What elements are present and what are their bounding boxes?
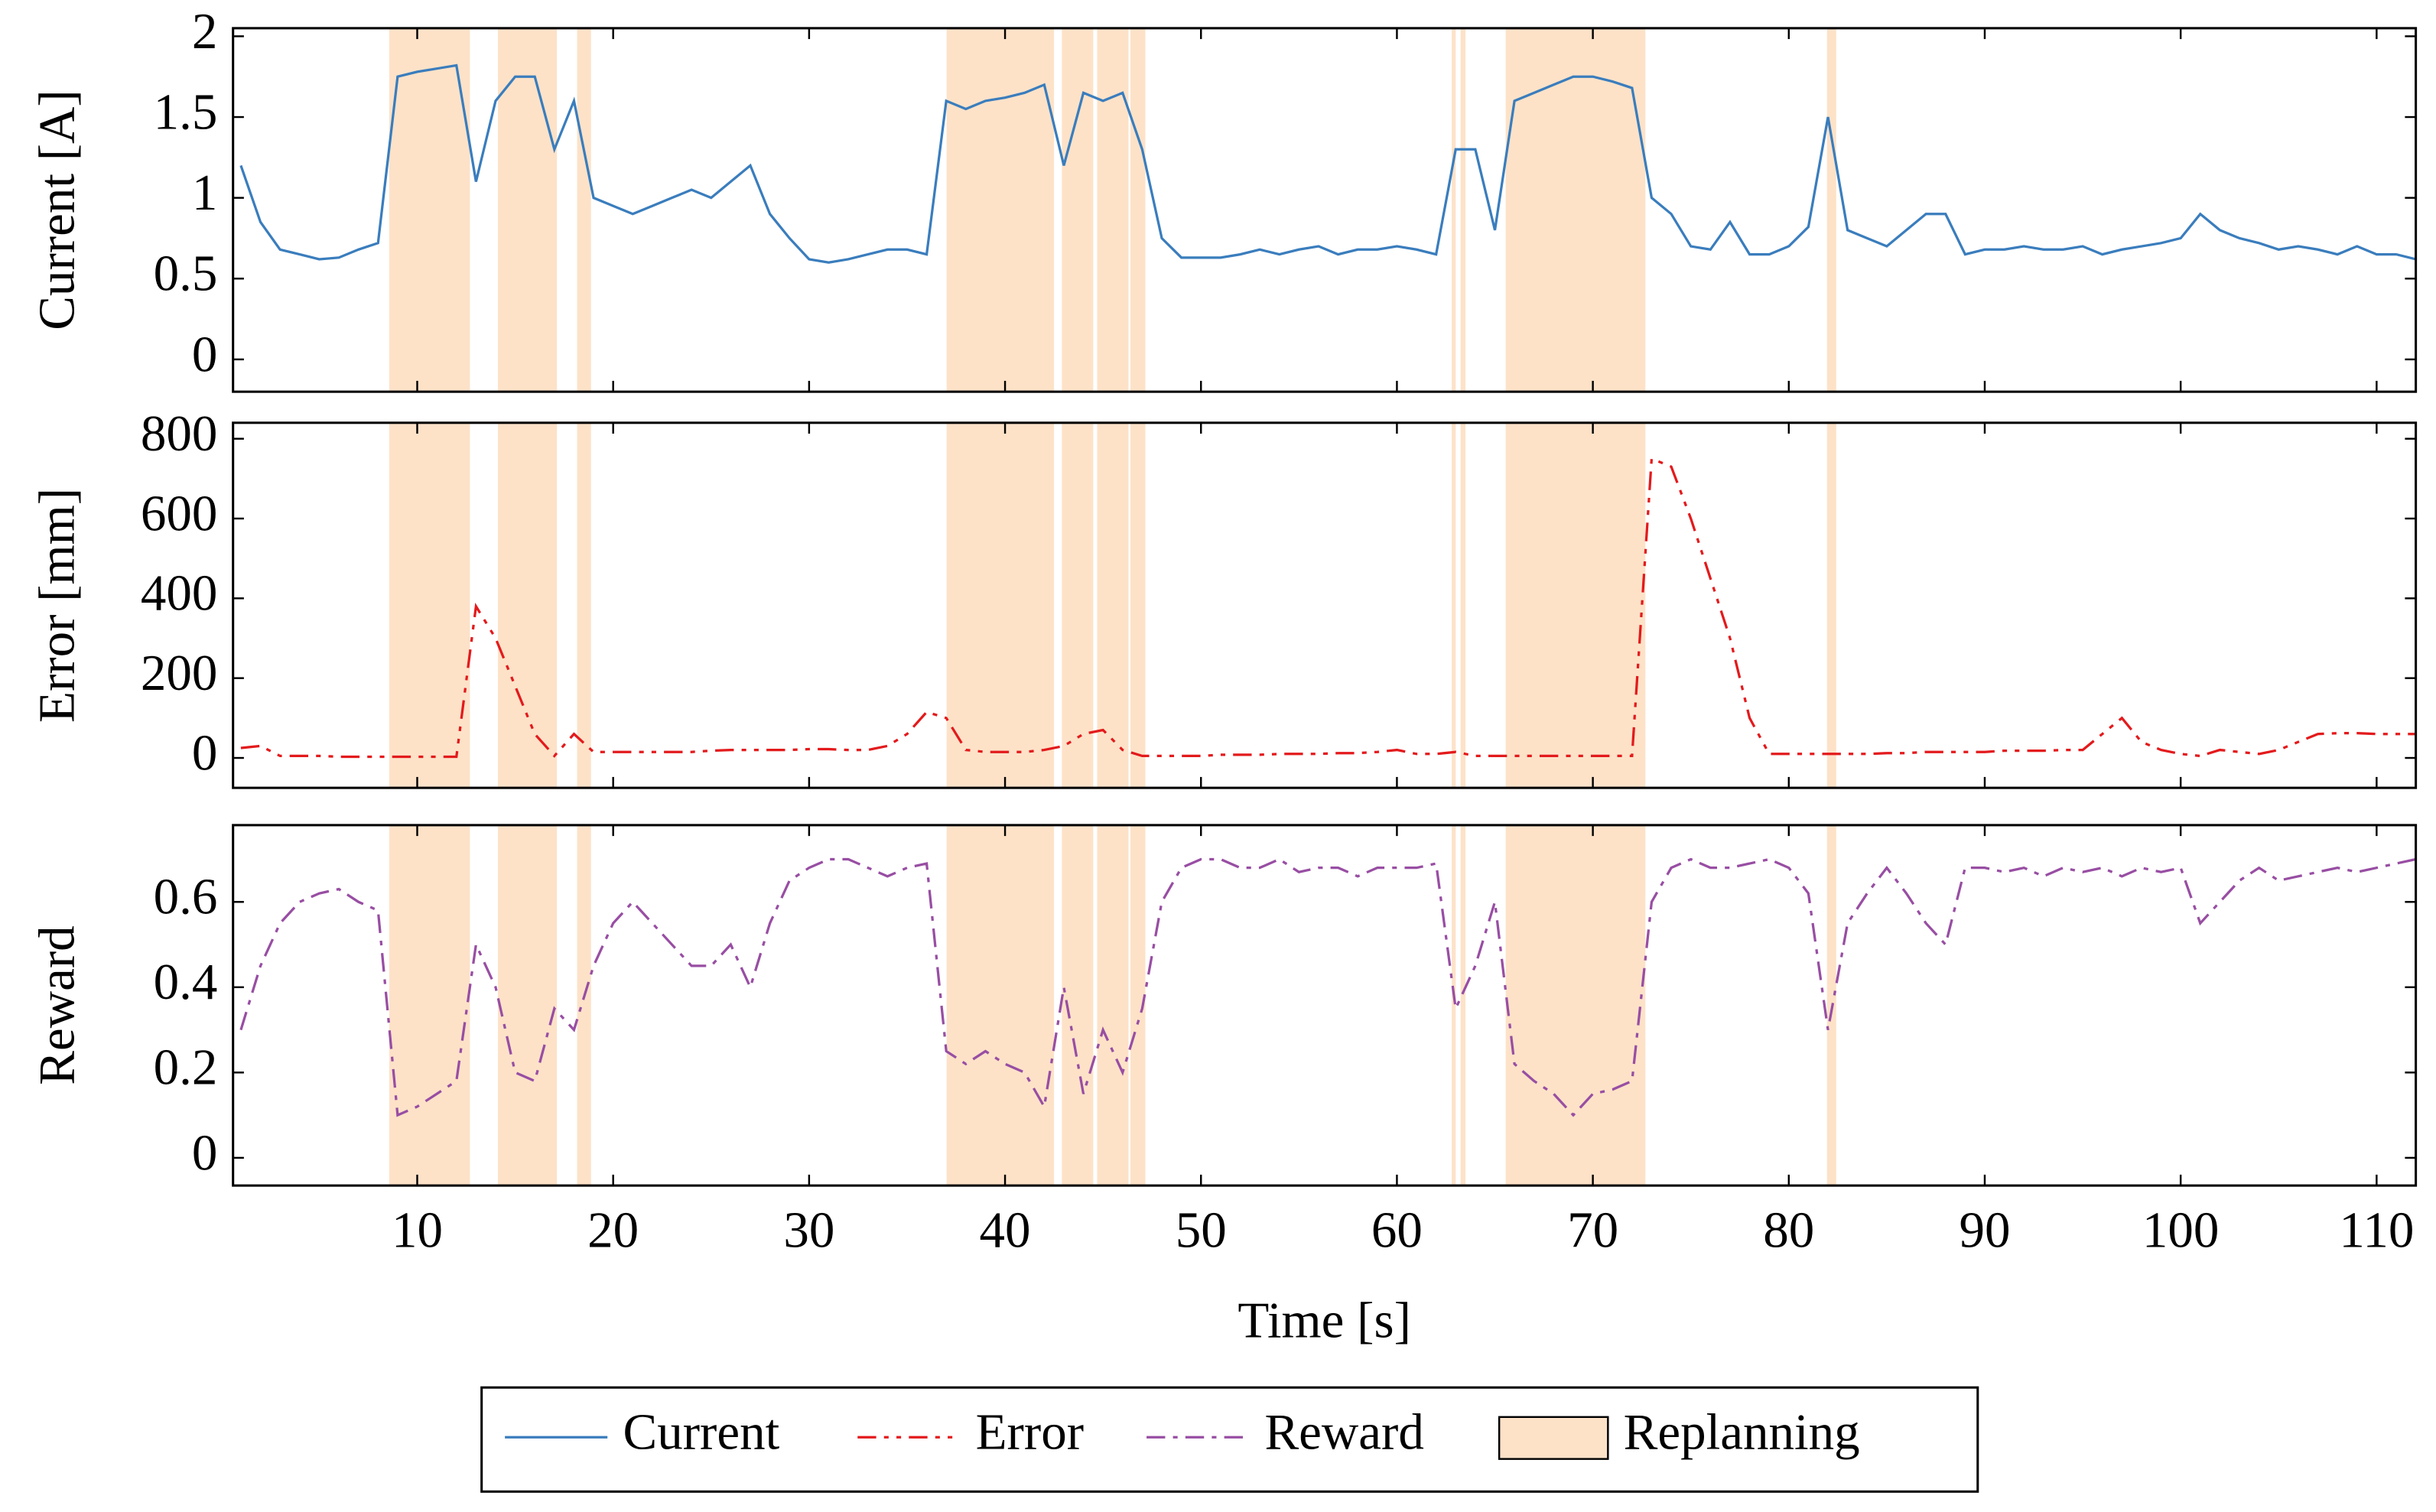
y-tick-label: 0	[192, 326, 218, 382]
x-tick-label: 90	[1959, 1202, 2010, 1259]
y-tick-label: 800	[141, 405, 218, 462]
replanning-region	[1130, 422, 1146, 789]
x-tick-label: 30	[783, 1202, 834, 1259]
y-tick-label: 600	[141, 485, 218, 541]
data-line	[239, 857, 2416, 1117]
replanning-region	[389, 824, 470, 1186]
replanning-region	[1097, 28, 1129, 392]
data-line	[239, 63, 2416, 264]
x-axis-label: Time [s]	[1238, 1292, 1411, 1348]
legend-label: Reward	[1264, 1404, 1423, 1461]
y-tick-label: 400	[141, 565, 218, 622]
y-tick-label: 0.2	[154, 1039, 218, 1096]
replanning-region	[1097, 824, 1129, 1186]
replanning-region	[1505, 422, 1646, 789]
y-tick-label: 1.5	[154, 83, 218, 140]
replanning-region	[1460, 422, 1466, 789]
plot-area	[239, 28, 2416, 392]
replanning-region	[577, 422, 591, 789]
x-tick-label: 20	[587, 1202, 639, 1259]
x-tick-label: 70	[1567, 1202, 1618, 1259]
x-tick-label: 110	[2339, 1202, 2414, 1259]
replanning-region	[1130, 28, 1146, 392]
axes-frame	[232, 421, 2418, 789]
replanning-region	[1460, 824, 1466, 1186]
legend-swatch	[1498, 1416, 1609, 1460]
y-axis-label: Current [A]	[29, 89, 86, 330]
y-axis-label: Error [mm]	[29, 488, 86, 723]
replanning-region	[498, 422, 558, 789]
replanning-region	[1460, 28, 1466, 392]
replanning-region	[1062, 28, 1094, 392]
legend-label: Replanning	[1624, 1404, 1860, 1461]
data-line	[240, 457, 2416, 759]
y-axis-label: Reward	[29, 925, 86, 1084]
plot-area	[239, 824, 2416, 1186]
y-tick-label: 0	[192, 1124, 218, 1181]
x-tick-label: 60	[1371, 1202, 1423, 1259]
y-tick-label: 0.5	[154, 245, 218, 302]
x-tick-label: 100	[2142, 1202, 2220, 1259]
y-tick-label: 1	[192, 164, 218, 221]
x-tick-label: 40	[980, 1202, 1031, 1259]
axes-frame	[232, 27, 2418, 393]
replanning-region	[389, 422, 470, 789]
replanning-region	[577, 824, 591, 1186]
replanning-region	[498, 28, 558, 392]
x-tick-label: 10	[392, 1202, 443, 1259]
replanning-region	[946, 824, 1055, 1186]
replanning-region	[577, 28, 591, 392]
legend-box	[480, 1386, 1979, 1493]
replanning-region	[1097, 422, 1129, 789]
y-tick-label: 0.6	[154, 869, 218, 925]
replanning-region	[1452, 824, 1456, 1186]
y-tick-label: 2	[192, 3, 218, 60]
replanning-region	[389, 28, 470, 392]
x-tick-label: 80	[1763, 1202, 1814, 1259]
legend-label: Current	[623, 1404, 780, 1461]
replanning-region	[946, 28, 1055, 392]
replanning-region	[1505, 824, 1646, 1186]
axes-frame	[232, 824, 2418, 1187]
replanning-region	[1062, 422, 1094, 789]
replanning-region	[498, 824, 558, 1186]
replanning-region	[1826, 28, 1836, 392]
plot-area	[240, 422, 2416, 789]
replanning-region	[1826, 422, 1836, 789]
replanning-region	[1452, 28, 1456, 392]
y-tick-label: 200	[141, 645, 218, 701]
replanning-region	[946, 422, 1055, 789]
legend-label: Error	[976, 1404, 1084, 1461]
y-tick-label: 0.4	[154, 954, 218, 1010]
replanning-region	[1130, 824, 1146, 1186]
x-tick-label: 50	[1176, 1202, 1227, 1259]
y-tick-label: 0	[192, 724, 218, 781]
replanning-region	[1452, 422, 1456, 789]
replanning-region	[1505, 28, 1646, 392]
